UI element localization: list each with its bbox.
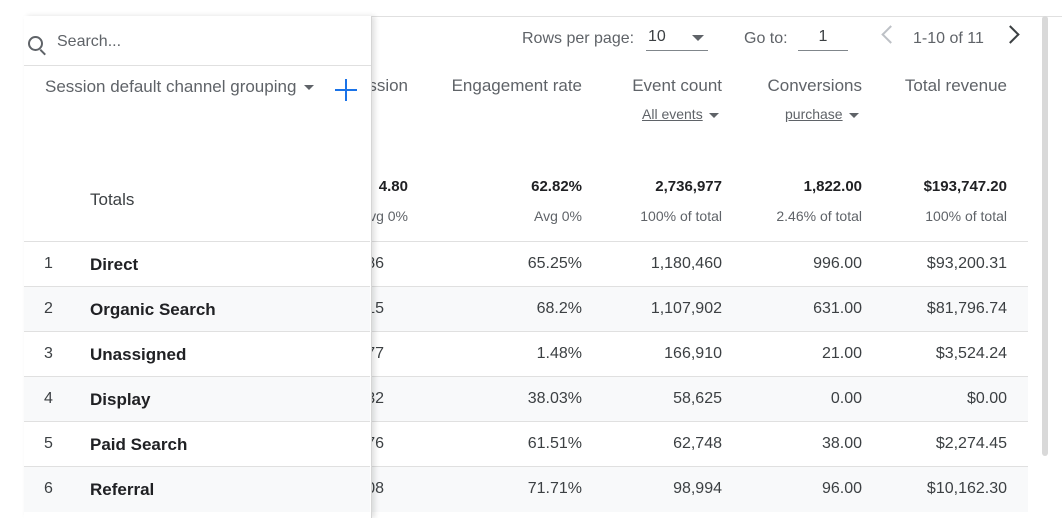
search-divider [24,65,371,66]
column-header-conversions[interactable]: Conversions [767,76,863,95]
table-cell: 61.51% [527,435,582,452]
search-icon [28,36,43,51]
caret-down-icon [708,112,719,118]
total-conversions-sub: 2.46% of total [776,208,862,224]
table-cell: 38.03% [527,390,582,407]
total-revenue: $193,747.20 [923,178,1007,195]
totals-label: Totals [90,190,135,209]
total-event-count-sub: 100% of total [640,208,722,224]
row-index: 4 [44,390,53,407]
table-cell: 96.00 [821,480,862,497]
table-cell: $10,162.30 [926,480,1007,497]
table-cell: $93,200.31 [926,255,1007,272]
rows-per-page-label: Rows per page: [522,30,635,47]
table-cell: 21.00 [821,345,862,362]
chevron-left-icon[interactable] [881,25,900,44]
dimension-row[interactable]: 6 Referral [24,466,370,512]
total-session-sub: vg 0% [369,208,408,224]
row-index: 6 [44,480,53,497]
table-cell: 62,748 [673,435,722,452]
pagination-range: 1-10 of 11 [913,30,984,47]
row-channel-name: Direct [90,255,139,274]
table-cell: 98,994 [673,480,722,497]
table-cell: 1,107,902 [650,300,722,317]
table-cell: $3,524.24 [935,345,1007,362]
table-cell: $81,796.74 [926,300,1007,317]
column-header-engagement-rate[interactable]: Engagement rate [451,76,582,95]
row-channel-name: Organic Search [90,300,216,319]
caret-down-icon [848,112,859,118]
total-conversions: 1,822.00 [803,178,862,195]
table-cell: $2,274.45 [935,435,1007,452]
table-cell: 1.48% [536,345,582,362]
row-channel-name: Display [90,390,151,409]
event-count-selector-label: All events [642,106,703,122]
row-channel-name: Paid Search [90,435,188,454]
column-header-total-revenue[interactable]: Total revenue [904,76,1007,95]
rows-per-page-select[interactable]: 10 [646,24,708,51]
table-cell: 58,625 [673,390,722,407]
row-index: 3 [44,345,53,362]
total-engagement-rate-sub: Avg 0% [534,208,582,224]
row-channel-name: Referral [90,480,155,499]
chevron-right-icon[interactable] [1001,25,1020,44]
total-engagement-rate: 62.82% [531,178,582,195]
add-dimension-icon[interactable] [335,79,357,101]
dimension-row[interactable]: 2 Organic Search [24,286,370,332]
dimension-row[interactable]: 1 Direct [24,241,370,287]
dimension-selector[interactable]: Session default channel grouping [45,77,315,97]
dimension-row[interactable]: 4 Display [24,376,370,422]
table-cell: 1,180,460 [650,255,722,272]
row-index: 2 [44,300,53,317]
dimension-label: Session default channel grouping [45,77,297,96]
dimension-row[interactable]: 5 Paid Search [24,421,370,467]
total-event-count: 2,736,977 [655,178,722,195]
dimension-panel: Search... Session default channel groupi… [24,16,372,518]
row-index: 1 [44,255,53,272]
table-cell: $0.00 [966,390,1007,407]
table-cell: 65.25% [527,255,582,272]
go-to-label: Go to: [744,30,788,47]
row-channel-name: Unassigned [90,345,187,364]
row-index: 5 [44,435,53,452]
dimension-row[interactable]: 3 Unassigned [24,331,370,377]
caret-down-icon [692,35,704,41]
table-cell: 996.00 [813,255,862,272]
go-to-input[interactable]: 1 [798,24,848,51]
caret-down-icon [304,85,315,91]
conversions-selector[interactable]: purchase [785,106,859,122]
table-cell: 38.00 [821,435,862,452]
table-cell: 631.00 [813,300,862,317]
search-input[interactable]: Search... [57,33,122,50]
event-count-selector[interactable]: All events [642,106,719,122]
go-to-value: 1 [818,28,828,45]
table-cell: 71.71% [527,480,582,497]
column-header-event-count[interactable]: Event count [632,76,722,95]
column-header-session[interactable]: ssion [368,76,408,95]
rows-per-page-value: 10 [648,28,666,45]
conversions-selector-label: purchase [785,106,843,122]
vertical-scrollbar[interactable] [1042,16,1048,456]
total-session: 4.80 [378,178,408,195]
table-cell: 0.00 [830,390,862,407]
pagination-toolbar: Rows per page: 10 Go to: 1 1-10 of 11 [372,16,1062,66]
top-divider [24,16,1062,17]
table-cell: 68.2% [536,300,582,317]
table-cell: 166,910 [664,345,722,362]
total-revenue-sub: 100% of total [925,208,1007,224]
